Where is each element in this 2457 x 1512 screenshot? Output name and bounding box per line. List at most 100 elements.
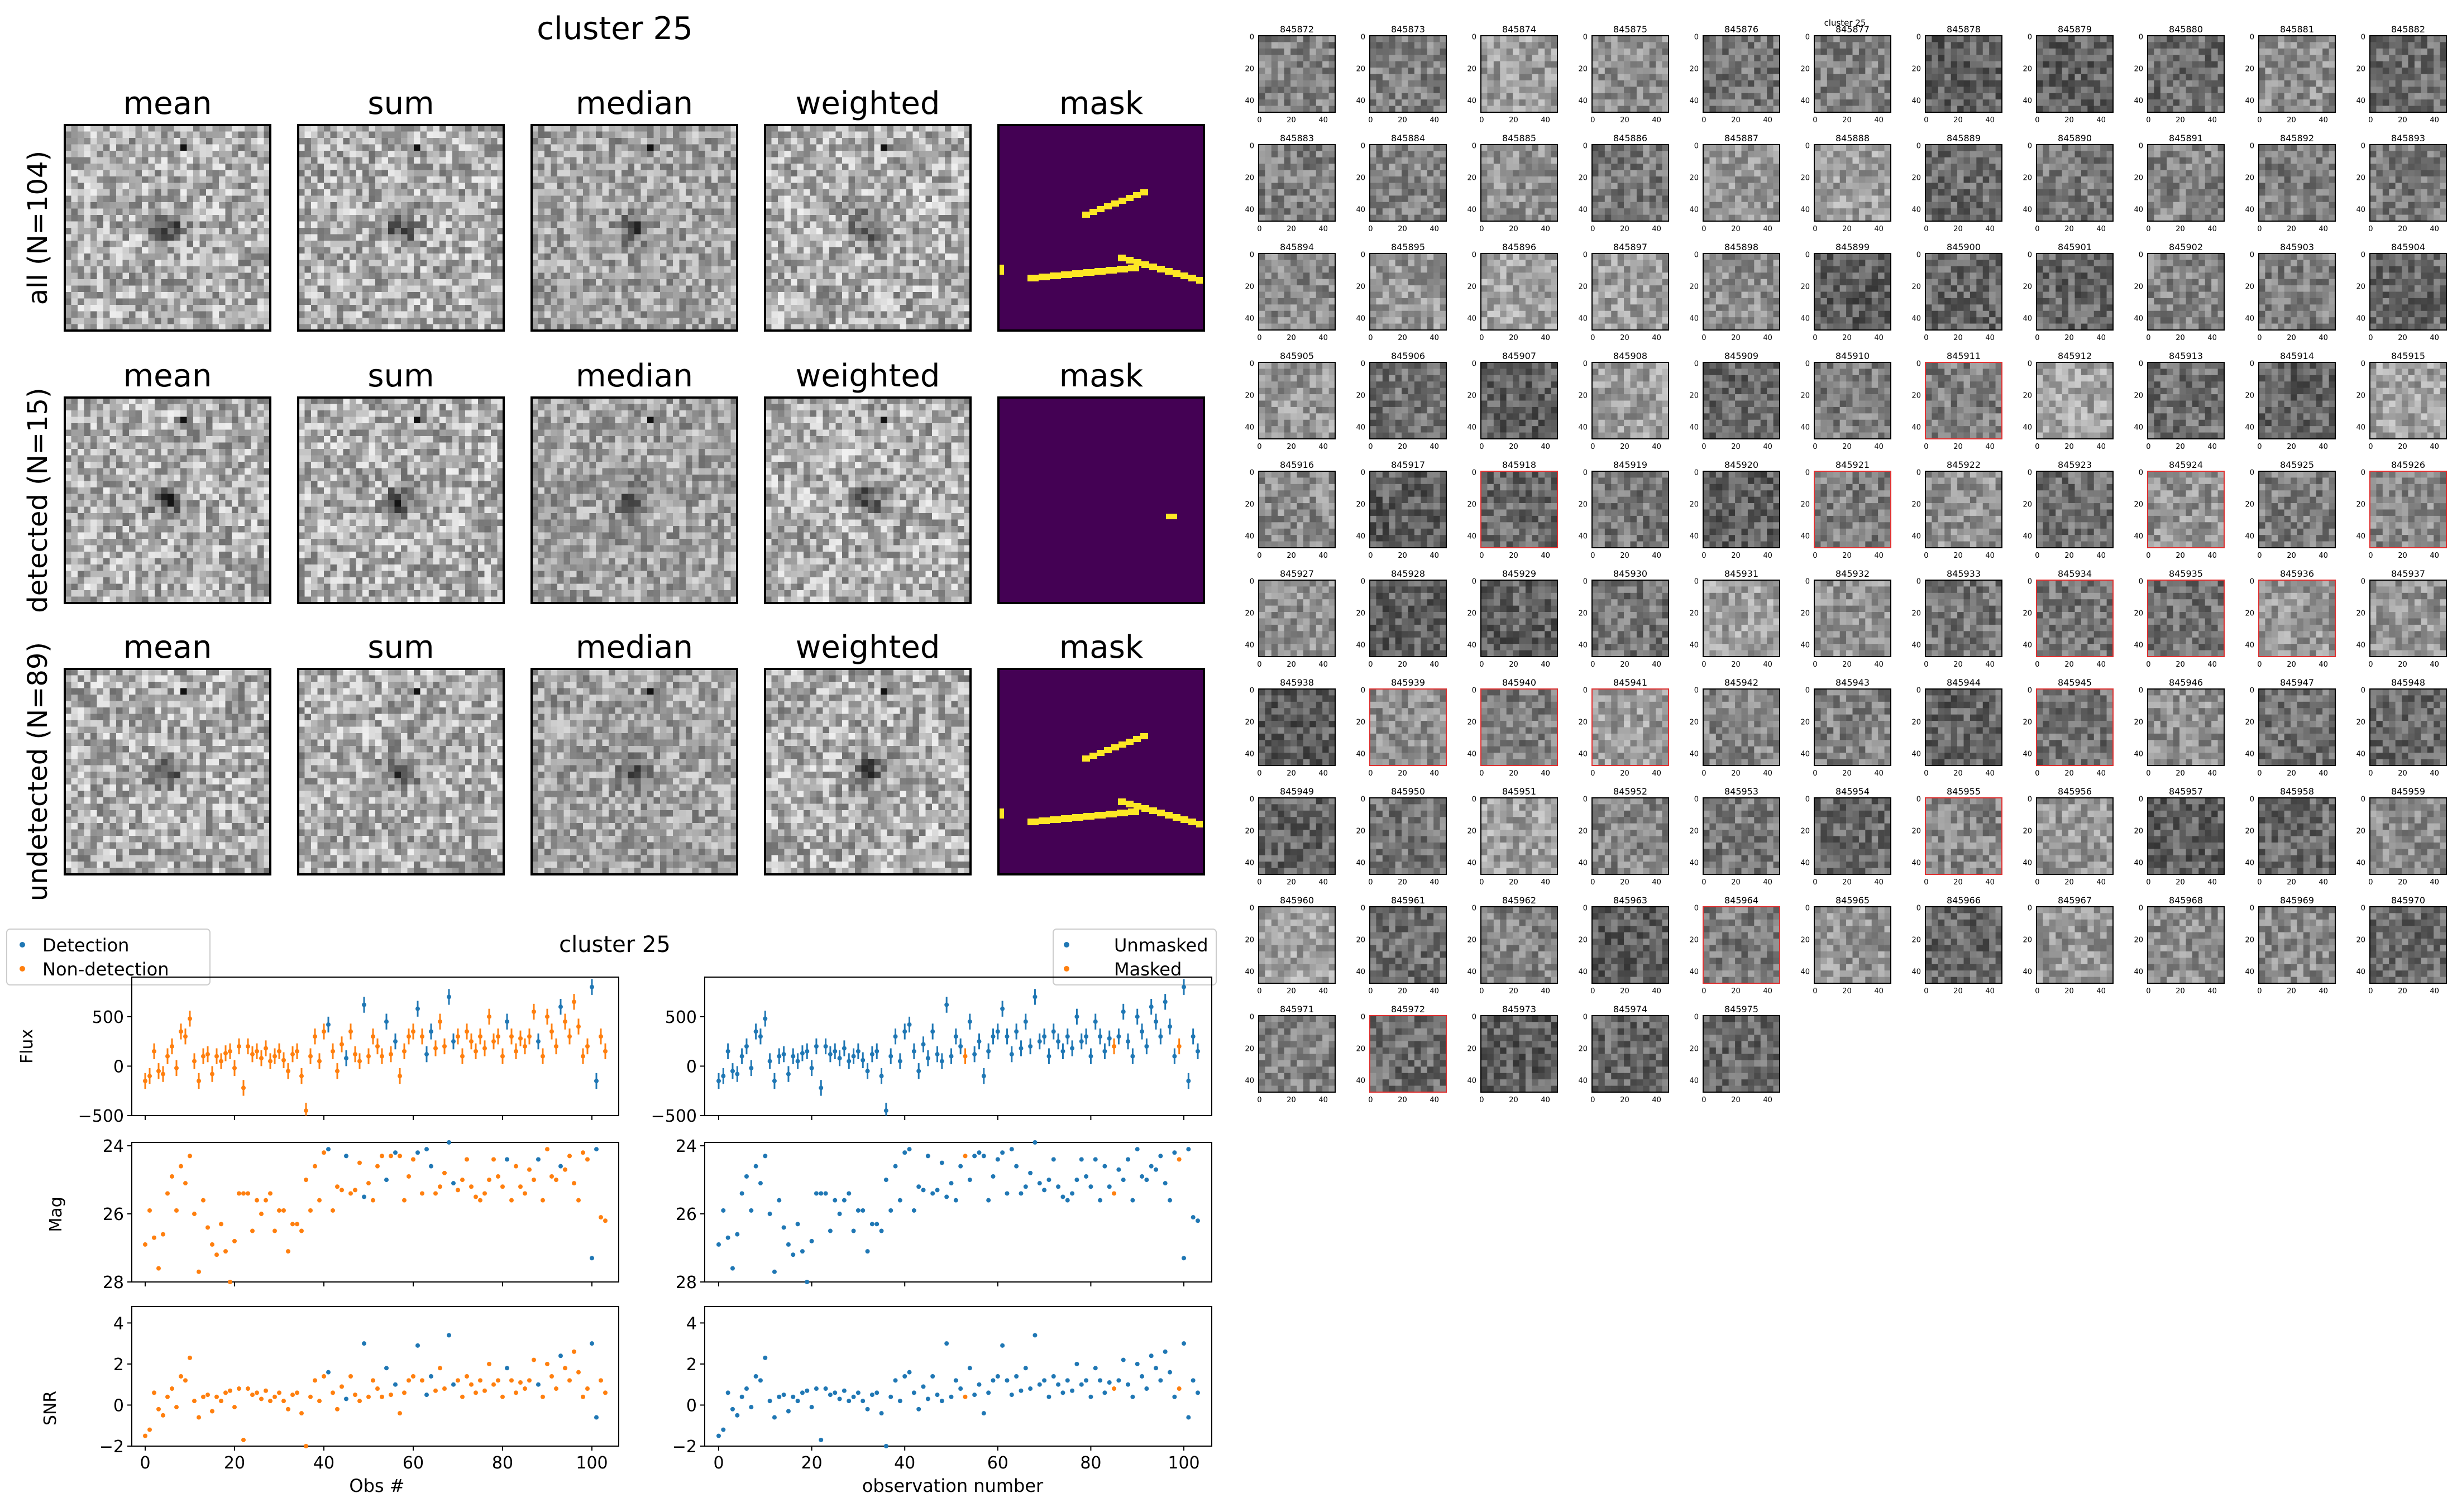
cutout-y-tick: 20 (1245, 501, 1254, 509)
cutout-id-label: 845910 (1835, 351, 1870, 361)
data-point (389, 1393, 393, 1397)
data-point (744, 1044, 749, 1049)
data-point (411, 1157, 415, 1161)
data-point (326, 1370, 331, 1375)
cutout-id-label: 845921 (1835, 460, 1870, 470)
cutout-x-tick: 20 (1509, 878, 1518, 887)
cutout-x-tick: 0 (2257, 769, 2262, 778)
data-point (375, 1386, 380, 1391)
mask-track (1180, 816, 1188, 823)
cutout-y-tick: 40 (1689, 97, 1699, 106)
data-point (721, 1074, 725, 1078)
cutout-y-tick: 40 (1911, 206, 1921, 214)
cutout-x-tick: 0 (1257, 769, 1261, 778)
data-point (558, 1164, 563, 1169)
cutout-y-tick: 40 (1800, 315, 1810, 323)
cutout-x-tick: 20 (1398, 1096, 1407, 1104)
data-point (317, 1399, 322, 1403)
data-point (1149, 1004, 1154, 1009)
cutout-x-tick: 40 (1874, 443, 1884, 451)
data-point (744, 1174, 749, 1179)
cutout-y-tick: 0 (1916, 468, 1921, 477)
cutout-x-tick: 20 (1953, 769, 1963, 778)
cutout-x-tick: 20 (2398, 769, 2407, 778)
data-point (902, 1374, 907, 1379)
cutout-x-tick: 40 (2096, 225, 2106, 233)
cutout-y-tick: 20 (2245, 392, 2254, 400)
data-point (1172, 1054, 1177, 1059)
cutout-id-label: 845918 (1502, 460, 1536, 470)
cutout-id-label: 845961 (1391, 895, 1425, 906)
data-point (402, 1390, 407, 1395)
hot-pixel (647, 145, 654, 151)
data-point (264, 1198, 268, 1203)
data-point (295, 1049, 299, 1054)
cutout-y-tick: 0 (2361, 795, 2365, 803)
data-point (353, 1052, 357, 1056)
x-tick-label: 40 (313, 1453, 334, 1473)
cutout-y-tick: 40 (2356, 533, 2365, 541)
cutout-y-tick: 40 (1245, 1077, 1254, 1085)
y-tick-label: −2 (99, 1437, 124, 1457)
data-point (174, 1066, 179, 1070)
data-point (1088, 1395, 1093, 1399)
cutout-y-tick: 0 (2250, 360, 2254, 368)
data-point (1019, 1046, 1023, 1051)
data-point (375, 1044, 380, 1049)
cutout-x-tick: 20 (1398, 987, 1407, 996)
cutout-id-label: 845886 (1613, 133, 1647, 143)
data-point (214, 1054, 219, 1059)
data-point (1005, 1191, 1009, 1195)
y-tick-label: 500 (92, 1008, 124, 1027)
data-point (192, 1399, 197, 1403)
data-point (1074, 1362, 1079, 1366)
data-point (527, 1378, 532, 1382)
cutout-x-tick: 20 (2287, 552, 2296, 560)
data-point (1163, 1181, 1168, 1185)
data-point (322, 1374, 326, 1379)
cutout-x-tick: 0 (2368, 987, 2373, 996)
cutout-y-tick: 20 (2245, 65, 2254, 74)
cutout-x-tick: 20 (1287, 552, 1296, 560)
cutout-x-tick: 20 (1842, 987, 1852, 996)
cutout-y-tick: 40 (1800, 968, 1810, 977)
data-point (926, 1154, 930, 1158)
data-point (833, 1198, 837, 1203)
cutout-x-tick: 40 (1985, 878, 1995, 887)
cutout-x-tick: 0 (1479, 334, 1484, 342)
mask-track (1180, 272, 1188, 279)
cutout-y-tick: 40 (1911, 642, 1921, 650)
cutout-x-tick: 20 (1398, 225, 1407, 233)
cutout-x-tick: 0 (2035, 443, 2039, 451)
column-label: weighted (796, 358, 940, 394)
cutout-y-tick: 20 (1689, 610, 1699, 618)
data-point (740, 1395, 744, 1399)
cutout-x-tick: 40 (1652, 116, 1661, 125)
column-label: sum (367, 358, 434, 394)
cutout-x-tick: 40 (1652, 552, 1661, 560)
cutout-y-tick: 0 (2361, 142, 2365, 150)
cutout-y-tick: 0 (1694, 577, 1699, 586)
cutout-x-tick: 0 (1813, 987, 1817, 996)
data-point (1079, 1039, 1084, 1044)
cutout-y-tick: 40 (1245, 97, 1254, 106)
cutout-x-tick: 20 (1620, 987, 1629, 996)
data-point (344, 1396, 348, 1401)
data-point (563, 1020, 567, 1024)
data-point (1102, 1049, 1107, 1054)
cutout-y-tick: 0 (2250, 142, 2254, 150)
cutout-x-tick: 0 (1479, 769, 1484, 778)
data-point (1182, 1256, 1186, 1260)
data-point (335, 1069, 340, 1073)
y-tick-label: 500 (665, 1008, 697, 1027)
data-point (958, 1386, 963, 1391)
cutout-y-tick: 40 (2134, 206, 2143, 214)
cutout-y-tick: 20 (2245, 610, 2254, 618)
